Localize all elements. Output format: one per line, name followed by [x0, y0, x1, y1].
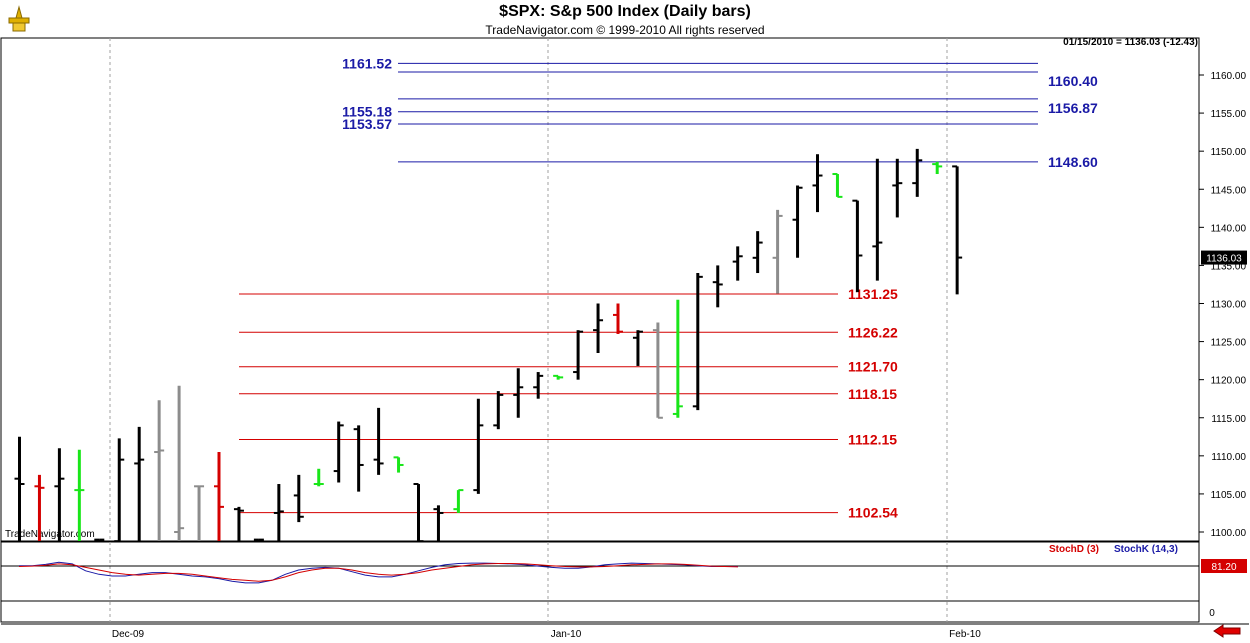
tradenavigator-logo-icon: [8, 5, 30, 32]
stochk-legend: StochK (14,3): [1114, 544, 1178, 555]
y-tick-label: 1155.00: [1211, 109, 1247, 120]
level-label: 1156.87: [1048, 100, 1098, 116]
x-tick-label: Dec-09: [112, 629, 145, 640]
y-tick-label: 1145.00: [1211, 185, 1247, 196]
level-label: 1161.52: [342, 55, 392, 71]
level-label: 1118.15: [848, 386, 897, 402]
level-label: 1126.22: [848, 324, 898, 340]
y-tick-label: 1150.00: [1211, 147, 1247, 158]
stoch-value-label: 81.20: [1211, 562, 1236, 573]
y-tick-label: 1130.00: [1211, 300, 1247, 311]
level-label: 1148.60: [1048, 154, 1098, 170]
y-tick-label: 1100.00: [1211, 528, 1247, 539]
price-panel-frame: [0, 37, 1200, 542]
y-tick-label: 1135.00: [1211, 261, 1247, 272]
y-tick-label: 1110.00: [1211, 452, 1246, 463]
last-price-box: [1201, 250, 1247, 265]
stoch-panel-frame: [0, 541, 1200, 623]
x-tick-label: Jan-10: [551, 629, 582, 640]
stochk-line: [19, 561, 738, 584]
watermark-text: TradeNavigator.com: [5, 529, 95, 540]
scroll-left-arrow-icon[interactable]: [1213, 624, 1241, 638]
level-label: 1153.57: [342, 116, 392, 132]
level-label: 1102.54: [848, 505, 898, 521]
chart-copyright: TradeNavigator.com © 1999-2010 All right…: [485, 23, 765, 37]
stoch-zero-label: 0: [1209, 608, 1215, 619]
stoch-value-box: [1201, 559, 1247, 573]
stochd-line: [18, 563, 739, 582]
level-label: 1121.70: [848, 359, 898, 375]
y-tick-label: 1125.00: [1211, 338, 1247, 349]
y-tick-label: 1120.00: [1211, 376, 1247, 387]
last-price-label: 1136.03: [1206, 254, 1242, 265]
level-label: 1112.15: [848, 431, 897, 447]
chart-title: $SPX: S&p 500 Index (Daily bars): [499, 3, 751, 20]
y-tick-label: 1115.00: [1211, 414, 1246, 425]
stochd-legend: StochD (3): [1049, 544, 1099, 555]
last-quote-readout: 01/15/2010 = 1136.03 (-12.43): [1063, 37, 1198, 48]
ohlc-bars: [14, 148, 963, 541]
level-label: 1155.18: [342, 104, 392, 120]
y-tick-label: 1160.00: [1211, 71, 1247, 82]
x-tick-label: Feb-10: [949, 629, 981, 640]
y-tick-label: 1105.00: [1211, 490, 1247, 501]
level-label: 1160.40: [1048, 73, 1098, 89]
y-tick-label: 1140.00: [1211, 223, 1247, 234]
level-label: 1131.25: [848, 286, 898, 302]
